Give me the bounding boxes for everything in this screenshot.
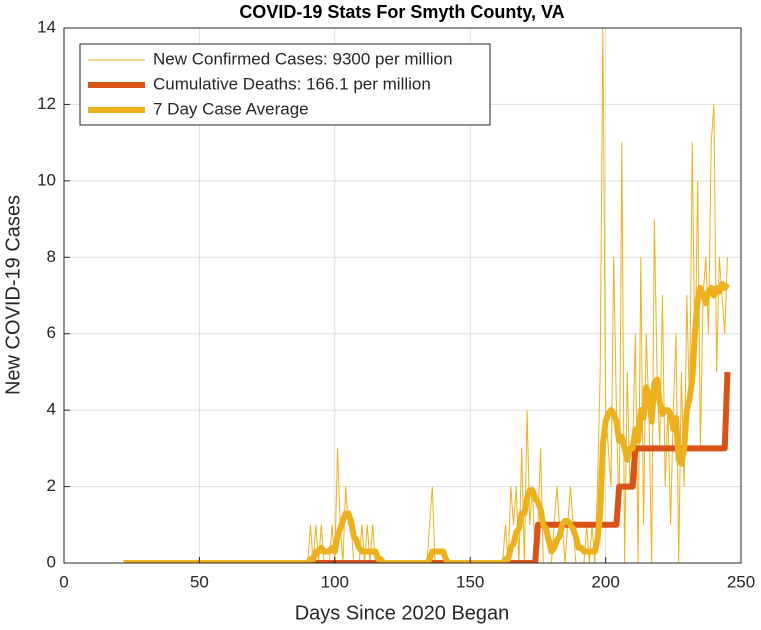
series-line <box>123 371 731 563</box>
x-tick-label: 200 <box>591 572 619 591</box>
y-tick-label: 4 <box>47 400 56 419</box>
x-tick-label: 0 <box>59 572 68 591</box>
x-tick-label: 150 <box>456 572 484 591</box>
lines <box>123 28 731 563</box>
y-tick-label: 12 <box>37 94 56 113</box>
legend-label: New Confirmed Cases: 9300 per million <box>153 49 453 68</box>
series-line <box>123 281 730 563</box>
legend-label: 7 Day Case Average <box>153 99 309 118</box>
x-tick-label: 250 <box>727 572 755 591</box>
x-tick-label: 100 <box>321 572 349 591</box>
y-tick-label: 10 <box>37 170 56 189</box>
y-tick-label: 8 <box>47 247 56 266</box>
series-line <box>123 28 728 563</box>
y-tick-label: 0 <box>47 552 56 571</box>
x-axis-label: Days Since 2020 Began <box>295 602 510 624</box>
y-tick-label: 14 <box>37 17 56 36</box>
y-tick-label: 6 <box>47 323 56 342</box>
x-tick-label: 50 <box>190 572 209 591</box>
y-tick-label: 2 <box>47 476 56 495</box>
plot-frame <box>63 27 742 564</box>
legend-box <box>79 43 491 126</box>
y-axis-label: New COVID-19 Cases <box>2 195 24 395</box>
legend: New Confirmed Cases: 9300 per million Cum… <box>79 43 491 126</box>
chart-title: COVID-19 Stats For Smyth County, VA <box>239 2 564 22</box>
legend-label: Cumulative Deaths: 166.1 per million <box>153 74 431 93</box>
